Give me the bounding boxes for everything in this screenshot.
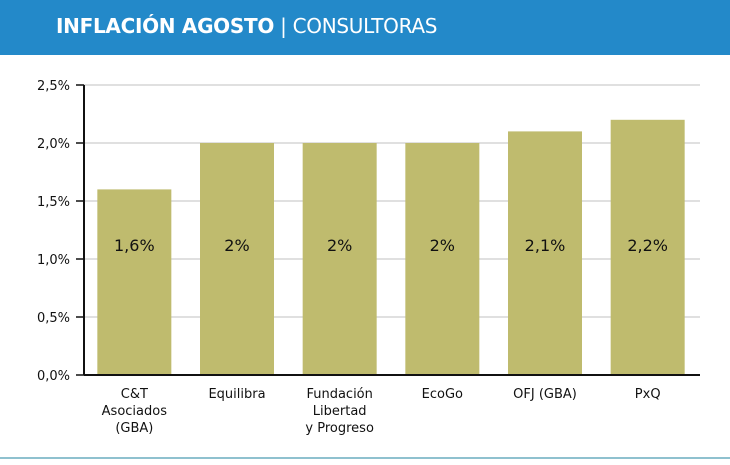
bar [302, 143, 377, 375]
x-tick-label: Fundación [306, 387, 372, 402]
bar [97, 189, 172, 375]
x-tick-label: Equilibra [208, 387, 265, 402]
chart-title: INFLACIÓN AGOSTO | CONSULTORAS [56, 14, 437, 38]
x-tick-label: (GBA) [115, 421, 153, 436]
y-tick-label: 1,5% [37, 195, 70, 210]
bar [405, 143, 480, 375]
y-tick-label: 1,0% [37, 253, 70, 268]
y-tick-label: 0,0% [37, 369, 70, 384]
data-label: 2% [430, 236, 455, 255]
title-light: CONSULTORAS [292, 14, 438, 38]
title-bold: INFLACIÓN AGOSTO [56, 14, 275, 38]
bottom-divider [0, 457, 730, 459]
y-tick-label: 2,0% [37, 137, 70, 152]
x-tick-label: C&T [121, 387, 148, 402]
data-label: 2% [224, 236, 249, 255]
x-tick-label: OFJ (GBA) [513, 387, 577, 402]
header-bar: INFLACIÓN AGOSTO | CONSULTORAS [0, 0, 730, 55]
x-tick-label: EcoGo [422, 387, 463, 402]
x-tick-label: PxQ [635, 387, 661, 402]
x-tick-label: Asociados [102, 404, 168, 419]
bar [200, 143, 274, 375]
data-label: 1,6% [114, 236, 155, 255]
y-tick-label: 0,5% [37, 311, 70, 326]
title-separator: | [280, 14, 287, 38]
y-tick-label: 2,5% [37, 79, 70, 94]
bar [508, 131, 582, 375]
data-label: 2,2% [627, 236, 668, 255]
bar [610, 119, 685, 375]
data-label: 2,1% [525, 236, 566, 255]
x-tick-label: Libertad [313, 404, 367, 419]
data-label: 2% [327, 236, 352, 255]
x-tick-label: y Progreso [305, 421, 374, 436]
